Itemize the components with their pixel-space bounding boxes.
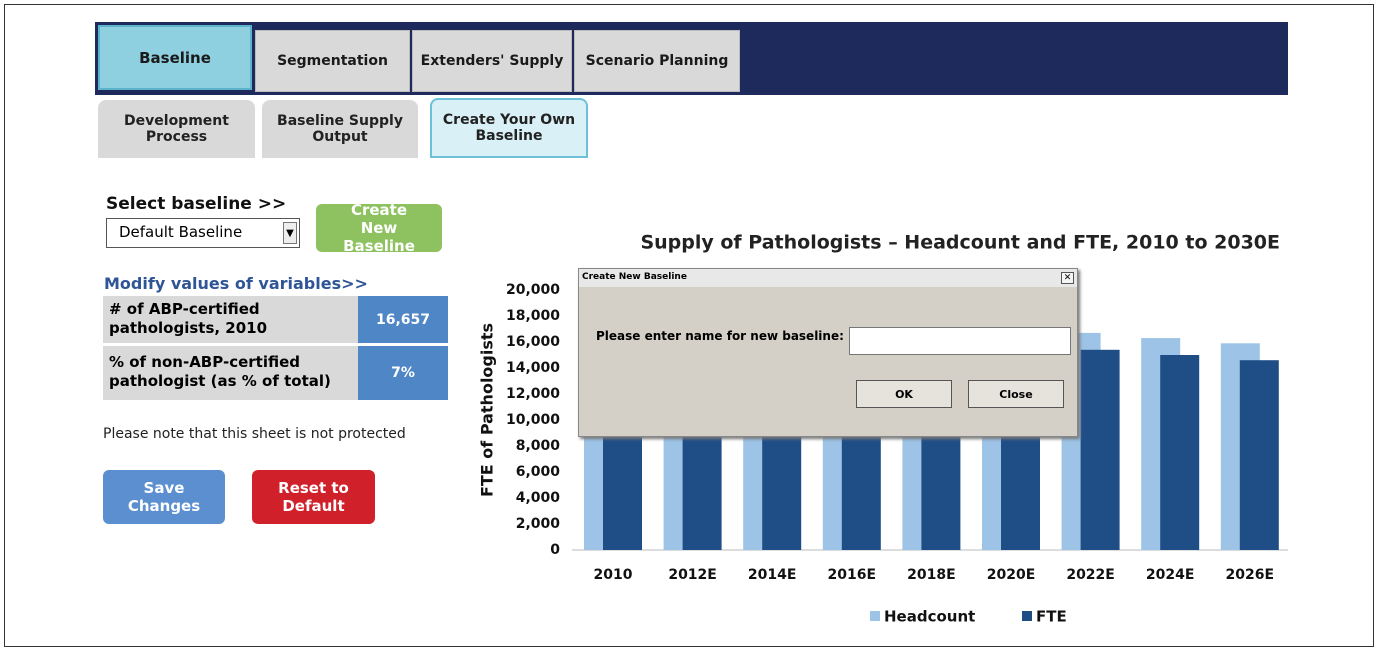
tab[interactable]: Extenders' Supply [412,30,572,92]
x-tick-label: 2020E [987,567,1036,583]
chart-title: Supply of Pathologists – Headcount and F… [640,232,1280,254]
y-tick-label: 4,000 [516,490,561,506]
variable-label: # of ABP-certified pathologists, 2010 [103,296,358,343]
sub-tab[interactable]: Baseline Supply Output [262,100,418,158]
sub-tab[interactable]: Development Process [98,100,255,158]
dialog-title: Create New Baseline [579,269,1077,287]
dropdown-arrow[interactable]: ▼ [283,222,297,244]
y-tick-label: 14,000 [506,360,560,376]
y-tick-label: 0 [550,542,560,558]
name-input[interactable] [849,327,1071,355]
dialog: Create New Baseline ✕ Please enter name … [578,268,1078,437]
x-tick-label: 2016E [828,567,877,583]
y-axis-label: FTE of Pathologists [478,323,497,497]
x-tick-label: 2018E [907,567,956,583]
frame [4,4,1374,647]
sub-tab[interactable]: Create Your Own Baseline [430,98,588,158]
y-tick-label: 2,000 [516,516,561,532]
legend-label: Headcount [884,608,975,626]
x-tick-label: 2022E [1066,567,1115,583]
dialog-close-icon[interactable]: ✕ [1061,272,1074,284]
save-button[interactable]: Save Changes [103,470,225,524]
tab[interactable]: Scenario Planning [574,30,740,92]
legend-swatch [1022,611,1032,621]
reset-button[interactable]: Reset to Default [252,470,375,524]
x-tick-label: 2012E [668,567,717,583]
x-tick-label: 2014E [748,567,797,583]
variable-label: % of non-ABP-certified pathologist (as %… [103,346,358,400]
y-tick-label: 10,000 [506,412,560,428]
close-button[interactable]: Close [968,380,1064,408]
select-label: Select baseline >> [106,194,287,214]
y-tick-label: 6,000 [516,464,561,480]
x-tick-label: 2026E [1226,567,1275,583]
legend-swatch [870,611,880,621]
bar [1160,355,1200,550]
variable-value[interactable]: 7% [358,346,448,400]
y-tick-label: 8,000 [516,438,561,454]
y-tick-label: 16,000 [506,334,560,350]
bar [1239,360,1279,550]
y-tick-label: 12,000 [506,386,560,402]
dialog-prompt: Please enter name for new baseline: [596,329,844,343]
x-tick-label: 2024E [1146,567,1195,583]
bar [1080,349,1120,550]
create-button[interactable]: Create New Baseline [316,201,442,255]
tab[interactable]: Segmentation [255,30,410,92]
note: Please note that this sheet is not prote… [103,426,406,442]
modify-label: Modify values of variables>> [104,274,368,293]
x-tick-label: 2010 [594,567,633,583]
y-tick-label: 18,000 [506,308,560,324]
dropdown[interactable]: Default Baseline [106,218,300,248]
legend-label: FTE [1036,608,1067,626]
variable-value[interactable]: 16,657 [358,296,448,343]
ok-button[interactable]: OK [856,380,952,408]
y-tick-label: 20,000 [506,282,560,298]
tab[interactable]: Baseline [98,25,252,90]
